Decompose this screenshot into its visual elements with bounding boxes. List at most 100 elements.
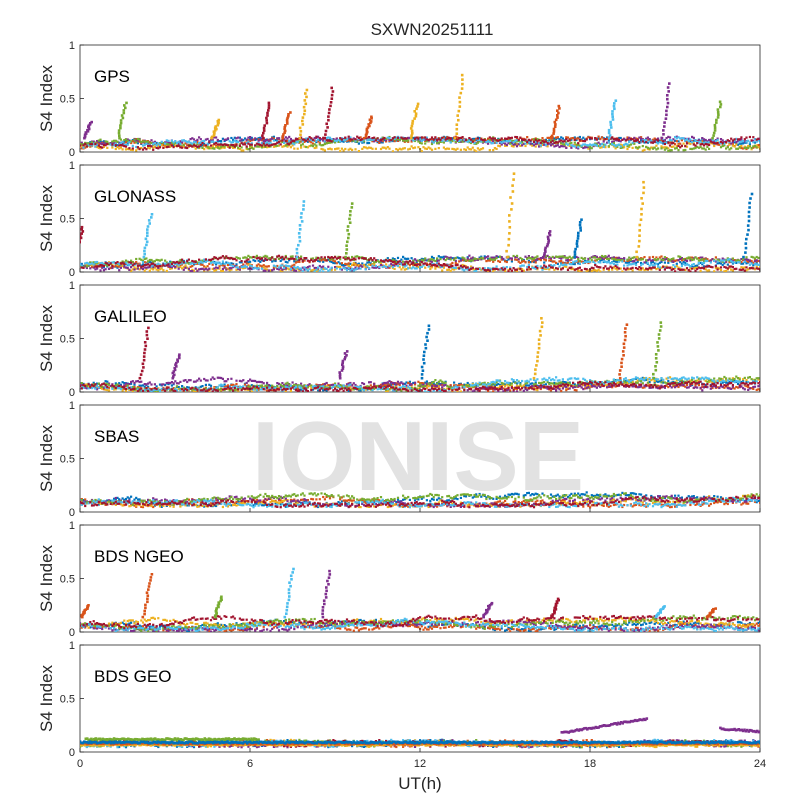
data-point — [364, 146, 367, 149]
data-point — [446, 268, 449, 271]
data-point — [364, 257, 367, 260]
data-point — [216, 146, 219, 149]
data-point — [568, 144, 571, 147]
spike-point — [556, 114, 559, 117]
data-point — [651, 147, 655, 150]
data-point — [617, 138, 621, 141]
data-point — [485, 139, 488, 142]
data-point — [568, 138, 571, 141]
spike-point — [346, 225, 350, 228]
data-point — [386, 383, 389, 386]
data-point — [709, 265, 712, 268]
data-point — [526, 257, 529, 260]
data-point — [548, 268, 551, 271]
data-point — [153, 140, 156, 143]
data-point — [478, 256, 481, 259]
data-point — [487, 259, 490, 262]
data-point — [179, 142, 182, 145]
data-point — [94, 143, 97, 146]
data-point — [271, 143, 274, 146]
data-point — [96, 141, 99, 144]
spike-point — [546, 243, 550, 246]
data-point — [704, 148, 707, 151]
data-point — [328, 268, 332, 271]
data-point — [692, 147, 695, 150]
data-point — [107, 267, 111, 270]
data-point — [260, 137, 264, 140]
data-point — [541, 139, 544, 142]
data-point — [672, 260, 675, 263]
data-point — [379, 141, 383, 144]
data-point — [478, 258, 481, 261]
data-point — [658, 256, 661, 259]
data-point — [393, 140, 396, 143]
data-point — [121, 260, 124, 263]
data-point — [201, 144, 204, 147]
data-point — [308, 140, 311, 143]
data-point — [395, 138, 398, 141]
data-point — [447, 139, 451, 142]
data-point — [468, 148, 471, 151]
data-point — [87, 144, 90, 147]
y-tick-label: 0.5 — [60, 94, 75, 106]
data-point — [347, 135, 350, 138]
spike-point — [748, 201, 751, 205]
data-point — [701, 258, 704, 261]
data-point — [498, 255, 502, 258]
data-point — [223, 139, 226, 143]
data-point — [680, 144, 683, 147]
data-point — [327, 141, 330, 144]
data-point — [354, 138, 357, 141]
data-point — [286, 267, 289, 270]
data-point — [405, 137, 408, 140]
spike-point — [543, 248, 547, 252]
data-point — [288, 143, 291, 146]
data-point — [245, 145, 248, 148]
data-point — [466, 266, 469, 269]
data-point — [463, 265, 466, 268]
data-point — [135, 138, 138, 141]
data-point — [116, 261, 119, 264]
data-point — [563, 145, 566, 148]
data-point — [725, 140, 728, 144]
spike-point — [411, 122, 414, 125]
data-point — [653, 146, 656, 149]
data-point — [130, 269, 133, 272]
data-point — [376, 138, 379, 141]
data-point — [458, 267, 461, 270]
data-point — [687, 256, 690, 259]
data-point — [118, 382, 121, 385]
spike-point — [410, 134, 413, 137]
data-point — [750, 259, 753, 263]
data-point — [170, 266, 173, 269]
data-point — [473, 268, 476, 271]
data-point — [368, 137, 371, 140]
data-point — [725, 266, 728, 269]
data-point — [104, 141, 107, 144]
data-point — [638, 258, 641, 261]
data-point — [498, 268, 502, 271]
data-point — [403, 147, 406, 150]
data-point — [614, 145, 617, 148]
data-point — [298, 140, 301, 143]
data-point — [405, 140, 408, 143]
data-point — [553, 268, 556, 271]
data-point — [483, 269, 486, 272]
data-point — [260, 144, 264, 147]
data-point — [347, 137, 350, 140]
data-point — [388, 264, 391, 268]
spike-point — [298, 224, 302, 227]
data-point — [548, 139, 551, 142]
data-point — [162, 269, 165, 272]
data-point — [147, 140, 150, 143]
data-point — [719, 268, 723, 272]
data-point — [320, 138, 323, 141]
data-point — [240, 138, 243, 141]
data-point — [628, 256, 631, 259]
data-point — [407, 267, 410, 270]
data-point — [371, 258, 374, 262]
data-point — [369, 138, 372, 141]
data-point — [186, 261, 189, 264]
data-point — [714, 260, 717, 263]
data-point — [442, 258, 445, 261]
